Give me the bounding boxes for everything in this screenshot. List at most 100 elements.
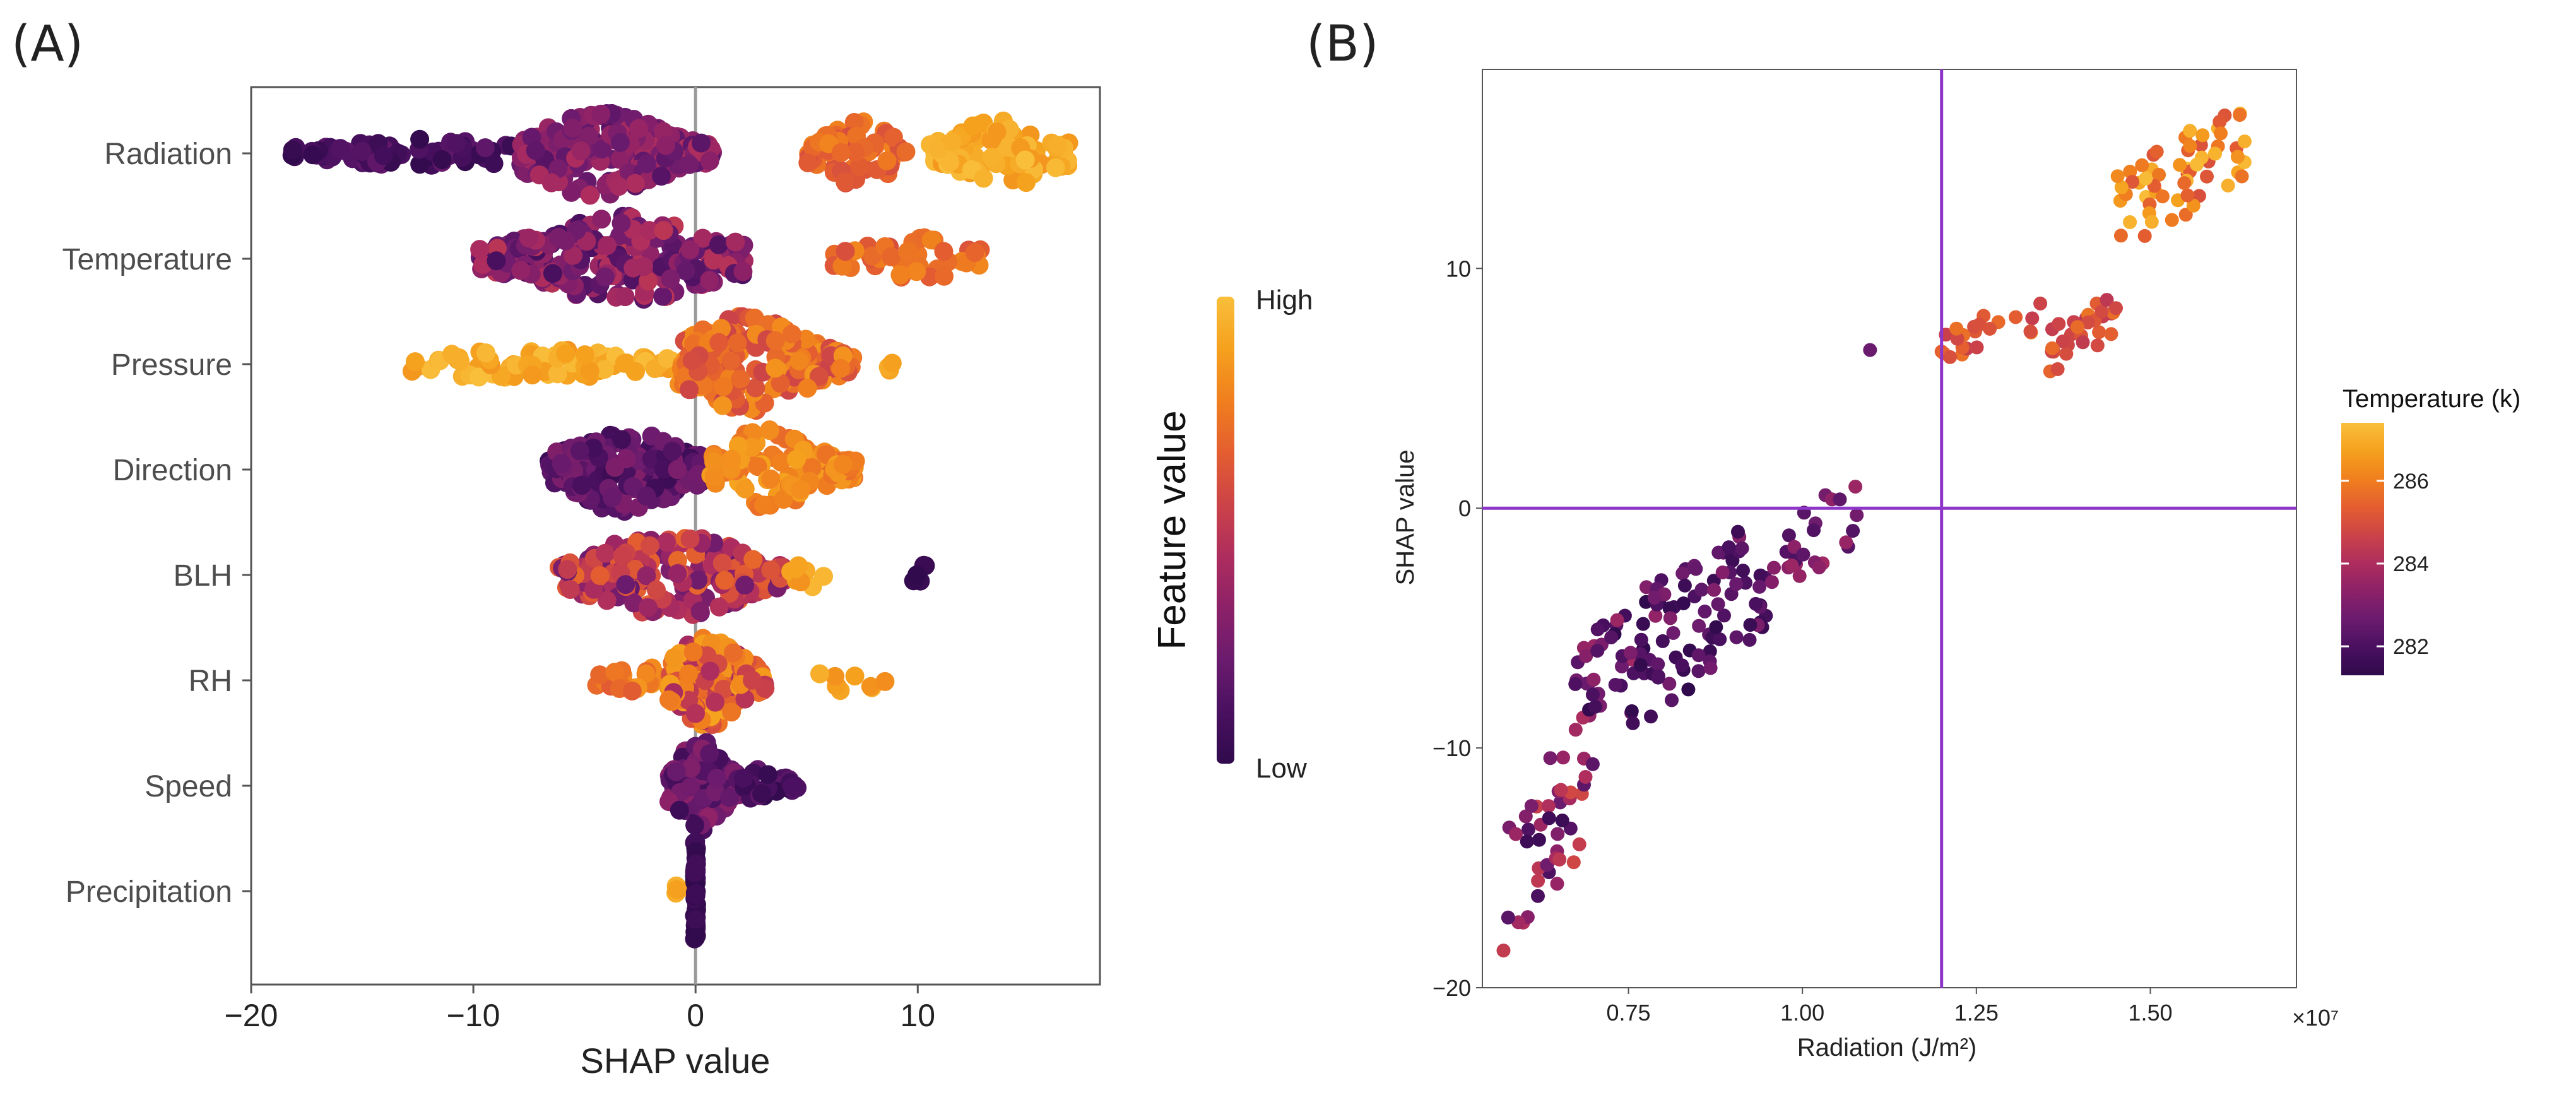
scatter-dot xyxy=(2090,338,2105,353)
scatter-dot xyxy=(1531,873,1545,888)
scatter-dot xyxy=(1634,632,1648,647)
scatter-plot-frame xyxy=(1482,69,2297,988)
beeswarm-dot xyxy=(782,324,801,344)
beeswarm-dot xyxy=(742,437,762,457)
beeswarm-dot xyxy=(686,910,706,930)
beeswarm-dot xyxy=(658,349,677,369)
scatter-dot xyxy=(1610,613,1624,627)
beeswarm-dot xyxy=(883,127,903,147)
scatter-dot xyxy=(1624,704,1639,718)
beeswarm-dot xyxy=(963,116,983,136)
scatter-dot xyxy=(1743,618,1758,632)
scatter-dot xyxy=(2009,310,2023,324)
y-tick-label-b: 0 xyxy=(1458,495,1471,521)
beeswarm-dot xyxy=(743,670,762,690)
beeswarm-dot xyxy=(681,777,700,796)
beeswarm-dot xyxy=(543,264,562,283)
scatter-dot xyxy=(2183,139,2197,153)
beeswarm-dot xyxy=(692,133,711,153)
beeswarm-dot xyxy=(771,374,790,393)
scatter-dot xyxy=(1665,693,1679,707)
scatter-dot xyxy=(1752,579,1767,594)
beeswarm-dot xyxy=(682,759,701,778)
scatter-dot xyxy=(2076,335,2090,350)
legend-gradient xyxy=(2341,423,2384,675)
scatter-dot xyxy=(2178,208,2193,222)
beeswarm-dot xyxy=(615,353,634,373)
beeswarm-dot xyxy=(687,855,706,873)
feature-label: Direction xyxy=(113,454,232,487)
x-axis-multiplier: ×10⁷ xyxy=(2292,1005,2339,1031)
scatter-dot xyxy=(2213,114,2227,129)
scatter-dot xyxy=(1552,852,1567,867)
beeswarm-dot xyxy=(548,364,567,384)
scatter-dot xyxy=(1521,822,1535,837)
scatter-dot xyxy=(1647,591,1662,605)
scatter-dot xyxy=(1681,682,1696,697)
beeswarm-dot xyxy=(831,143,851,162)
scatter-dot xyxy=(2125,175,2139,189)
beeswarm-dot xyxy=(541,173,561,192)
beeswarm-dot xyxy=(639,221,659,240)
scatter-dot xyxy=(2113,228,2128,243)
beeswarm-dot xyxy=(1048,136,1067,155)
scatter-dot xyxy=(1812,560,1826,575)
beeswarm-dot xyxy=(564,246,582,265)
beeswarm-dot xyxy=(638,598,658,617)
beeswarm-dot xyxy=(597,591,617,610)
scatter-dot xyxy=(1677,578,1692,593)
x-axis-label-b: Radiation (J/m²) xyxy=(1797,1034,1977,1062)
legend-tick-label: 282 xyxy=(2393,635,2429,659)
scatter-dot xyxy=(2152,167,2166,182)
scatter-dot xyxy=(1655,634,1670,648)
scatter-dot xyxy=(2237,134,2252,149)
scatter-dot xyxy=(1675,658,1689,673)
beeswarm-dot xyxy=(622,681,642,701)
beeswarm-dot xyxy=(890,265,910,285)
beeswarm-dot xyxy=(596,543,615,563)
scatter-dot xyxy=(2235,169,2249,184)
scatter-dot xyxy=(1753,568,1768,583)
colorbar-low-label: Low xyxy=(1256,753,1307,784)
colorbar-gradient xyxy=(1217,297,1234,764)
scatter-dot xyxy=(2100,293,2114,307)
beeswarm-dot xyxy=(875,672,895,691)
x-axis-label-a: SHAP value xyxy=(581,1041,771,1080)
radiation-axis: 0.75 1.00 1.25 1.50 xyxy=(1606,988,2173,1026)
scatter-dot xyxy=(1676,596,1691,610)
beeswarm-dot xyxy=(526,141,545,160)
scatter-dot xyxy=(1839,535,1853,550)
scatter-dot xyxy=(1555,814,1569,828)
beeswarm-dot xyxy=(942,133,962,152)
beeswarm-dot xyxy=(688,571,708,590)
beeswarm-dot xyxy=(374,146,393,165)
scatter-dot xyxy=(2173,158,2187,172)
beeswarm-dot xyxy=(668,460,687,480)
beeswarm-dot xyxy=(721,351,741,370)
beeswarm-dot xyxy=(637,487,656,506)
beeswarm-dot xyxy=(487,251,506,271)
panel-a-label: (A) xyxy=(11,16,83,73)
scatter-dot xyxy=(1554,783,1568,797)
beeswarm-dot xyxy=(595,267,615,287)
beeswarm-dot xyxy=(519,228,538,248)
scatter-dot xyxy=(1651,669,1665,684)
beeswarm-dot xyxy=(680,530,700,548)
legend-tick-label: 286 xyxy=(2393,470,2429,494)
scatter-dot xyxy=(1735,541,1749,555)
scatter-dot xyxy=(1691,648,1706,663)
beeswarm-dot xyxy=(982,148,1001,167)
beeswarm-dot xyxy=(861,677,880,696)
scatter-dot xyxy=(2045,341,2059,355)
scatter-dot xyxy=(1543,751,1557,766)
beeswarm-dot xyxy=(656,136,675,155)
scatter-dot xyxy=(1542,811,1556,826)
beeswarm-dot xyxy=(846,143,865,162)
x-tick-label: −10 xyxy=(447,998,500,1033)
beeswarm-dot xyxy=(676,261,695,281)
beeswarm-dot xyxy=(746,378,765,398)
beeswarm-dot xyxy=(612,430,632,449)
feature-label: Speed xyxy=(145,770,232,803)
beeswarm-dot xyxy=(707,769,726,788)
beeswarm-dot xyxy=(511,261,531,280)
